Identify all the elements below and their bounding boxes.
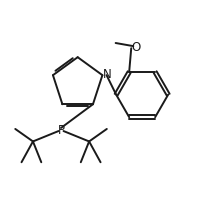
Text: P: P bbox=[58, 124, 65, 136]
Text: O: O bbox=[132, 41, 141, 54]
Text: N: N bbox=[103, 68, 112, 81]
